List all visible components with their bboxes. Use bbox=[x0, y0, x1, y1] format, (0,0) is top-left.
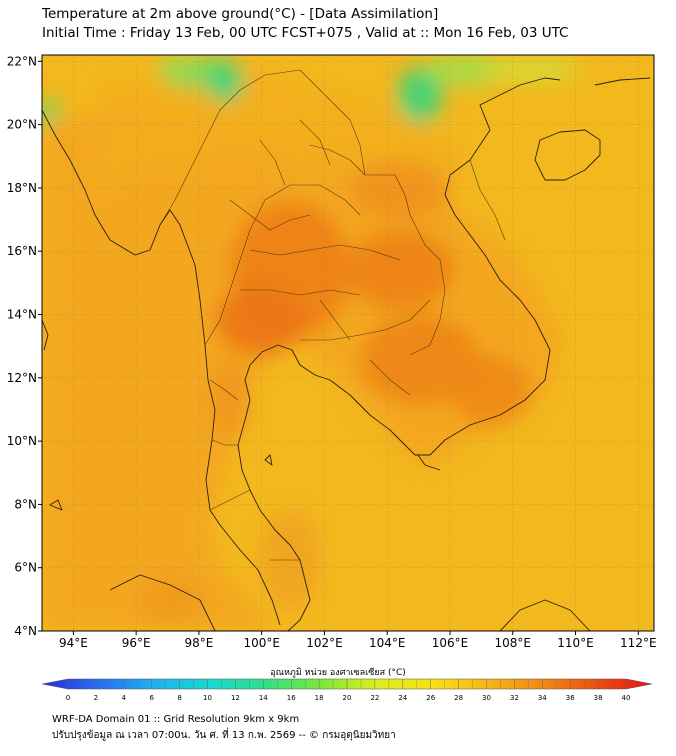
colorbar-tick-label: 24 bbox=[398, 694, 407, 702]
colorbar-tick-label: 26 bbox=[426, 694, 435, 702]
colorbar: 0 2 4 6 8 10 12 14 16 18 20 22 24 26 28 30 32 34 36 38 40 bbox=[41, 678, 653, 702]
colorbar-tick-label: 36 bbox=[566, 694, 575, 702]
lat-tick-label: 18°N bbox=[7, 181, 37, 195]
colorbar-tick-label: 32 bbox=[510, 694, 519, 702]
lon-tick-label: 98°E bbox=[184, 636, 213, 650]
colorbar-tick-label: 2 bbox=[94, 694, 98, 702]
colorbar-tick-label: 6 bbox=[149, 694, 154, 702]
latitude-axis: 22°N 20°N 18°N 16°N 14°N 12°N 10°N 8°N 6°N 4°N bbox=[7, 54, 42, 638]
colorbar-tick-label: 38 bbox=[594, 694, 603, 702]
lat-tick-label: 10°N bbox=[7, 434, 37, 448]
lon-tick-label: 94°E bbox=[59, 636, 88, 650]
lon-tick-label: 108°E bbox=[495, 636, 532, 650]
colorbar-ticks: 0 2 4 6 8 10 12 14 16 18 20 22 24 26 28 30 32 34 36 38 40 bbox=[66, 679, 631, 702]
lat-tick-label: 16°N bbox=[7, 244, 37, 258]
lat-tick-label: 12°N bbox=[7, 371, 37, 385]
footer-credit: ปรับปรุงข้อมูล ณ เวลา 07:00น. วัน ศ. ที่… bbox=[52, 730, 396, 741]
lat-tick-label: 4°N bbox=[14, 624, 37, 638]
colorbar-tick-label: 22 bbox=[370, 694, 379, 702]
colorbar-tick-label: 8 bbox=[177, 694, 181, 702]
chart-subtitle: Initial Time : Friday 13 Feb, 00 UTC FCS… bbox=[42, 25, 569, 41]
lon-tick-label: 104°E bbox=[369, 636, 406, 650]
lat-tick-label: 20°N bbox=[7, 118, 37, 132]
map-plot-area bbox=[42, 55, 654, 631]
colorbar-tick-label: 4 bbox=[122, 694, 127, 702]
colorbar-tick-label: 28 bbox=[454, 694, 463, 702]
coastlines bbox=[42, 77, 651, 631]
lon-tick-label: 96°E bbox=[122, 636, 151, 650]
colorbar-tick-label: 0 bbox=[66, 694, 70, 702]
lat-tick-label: 6°N bbox=[14, 561, 37, 575]
chart-title: Temperature at 2m above ground(°C) - [Da… bbox=[42, 6, 439, 22]
lat-tick-label: 14°N bbox=[7, 308, 37, 322]
colorbar-tick-label: 14 bbox=[259, 694, 268, 702]
footer-resolution: WRF-DA Domain 01 :: Grid Resolution 9km … bbox=[52, 714, 300, 725]
colorbar-label: อุณหภูมิ หน่วย องศาเซลเซียส (°C) bbox=[270, 668, 406, 678]
longitude-axis: 94°E 96°E 98°E 100°E 102°E 104°E 106°E 108°E 110… bbox=[59, 631, 657, 650]
colorbar-tick-label: 16 bbox=[287, 694, 296, 702]
colorbar-tick-label: 40 bbox=[622, 694, 631, 702]
lat-tick-label: 22°N bbox=[7, 54, 37, 68]
lon-tick-label: 100°E bbox=[243, 636, 280, 650]
colorbar-tick-label: 34 bbox=[538, 694, 547, 702]
lon-tick-label: 110°E bbox=[557, 636, 594, 650]
colorbar-tick-label: 10 bbox=[203, 694, 212, 702]
colorbar-tick-label: 18 bbox=[315, 694, 324, 702]
colorbar-tick-label: 12 bbox=[231, 694, 240, 702]
borders bbox=[159, 69, 506, 561]
graticule bbox=[42, 55, 654, 631]
colorbar-tick-label: 20 bbox=[343, 694, 352, 702]
lon-tick-label: 106°E bbox=[432, 636, 469, 650]
map-frame bbox=[41, 54, 655, 632]
lon-tick-label: 102°E bbox=[306, 636, 343, 650]
lon-tick-label: 112°E bbox=[620, 636, 657, 650]
temperature-field bbox=[42, 55, 580, 631]
colorbar-tick-label: 30 bbox=[482, 694, 491, 702]
lat-tick-label: 8°N bbox=[14, 497, 37, 511]
